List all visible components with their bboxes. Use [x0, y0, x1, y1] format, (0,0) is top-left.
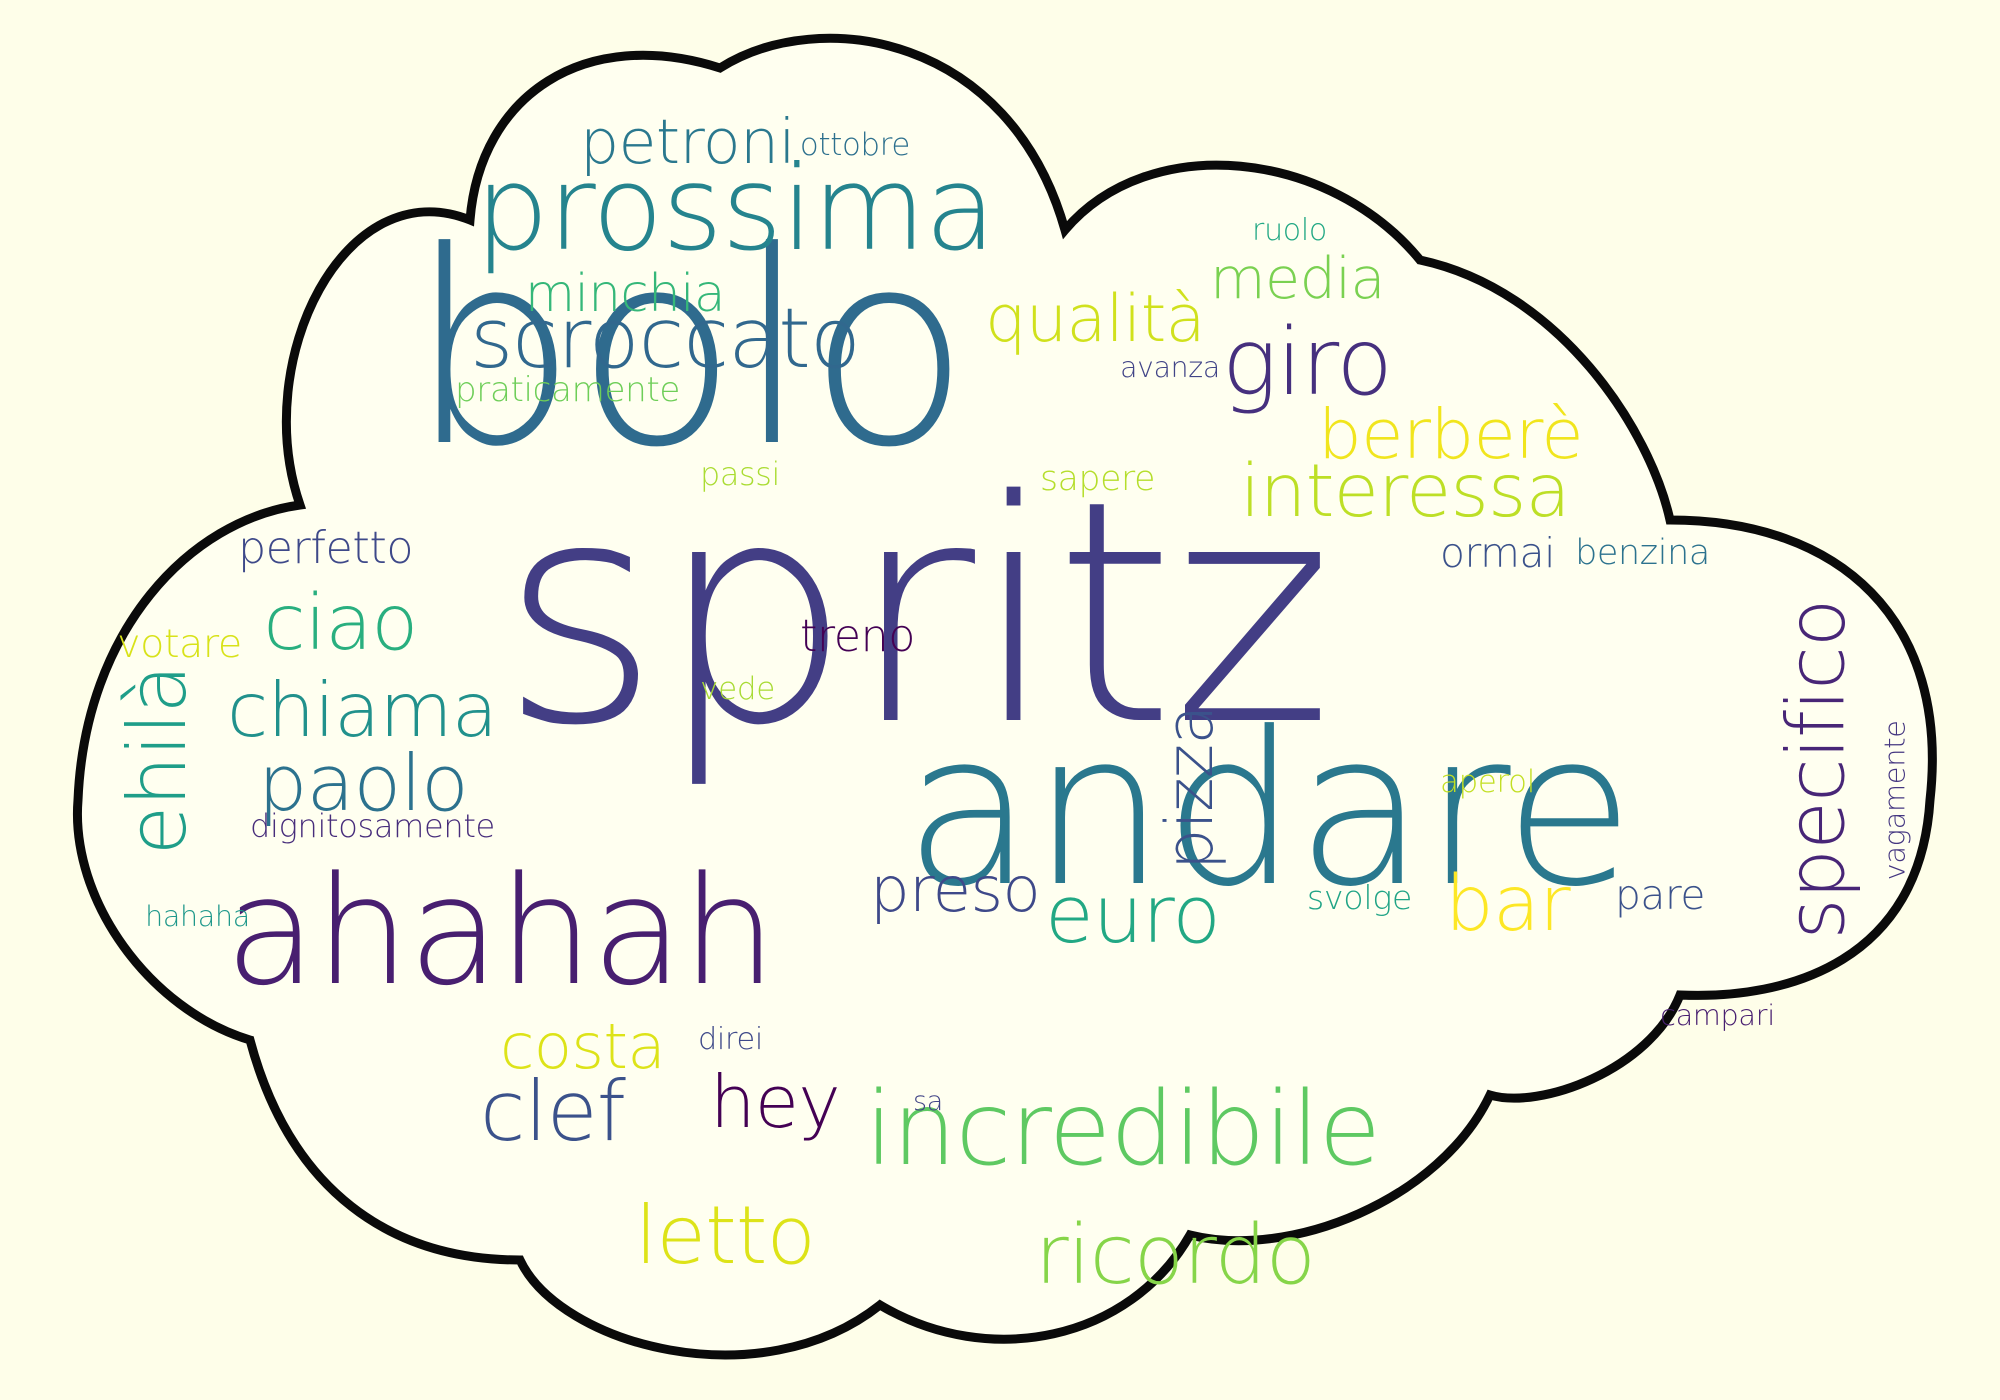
word-pare: pare [1615, 870, 1705, 919]
word-perfetto: perfetto [237, 523, 414, 575]
word-incredibile: incredibile [864, 1070, 1381, 1189]
word-ottobre: ottobre [799, 127, 911, 164]
word-ricordo: ricordo [1034, 1207, 1316, 1303]
word-svolge: svolge [1306, 878, 1413, 918]
word-passi: passi [699, 455, 781, 493]
word-praticamente: praticamente [455, 369, 680, 410]
word-clef: clef [480, 1064, 626, 1161]
word-campari: campari [1660, 997, 1775, 1032]
word-giro: giro [1222, 307, 1393, 416]
word-paolo: paolo [258, 739, 469, 830]
word-chiama: chiama [226, 665, 498, 754]
word-qualita: qualità [985, 280, 1205, 357]
word-bolo: bolo [408, 194, 971, 506]
word-euro: euro [1044, 868, 1221, 962]
word-interessa: interessa [1240, 449, 1571, 535]
word-ehila: ehilà [109, 664, 204, 856]
word-media: media [1210, 246, 1386, 313]
word-hahaha: hahaha [145, 900, 250, 934]
word-avanza: avanza [1120, 350, 1220, 384]
word-bar: bar [1445, 859, 1571, 949]
cloud-outline [72, 33, 1937, 1360]
word-pizza: pizza [1151, 705, 1228, 870]
word-benzina: benzina [1575, 532, 1710, 573]
word-preso: preso [869, 853, 1041, 927]
word-scroccato: scroccato [470, 289, 861, 387]
word-ormai: ormai [1439, 528, 1556, 577]
word-direi: direi [698, 1022, 763, 1058]
word-costa: costa [499, 1010, 666, 1084]
word-specifico: specifico [1770, 599, 1863, 941]
word-votare: votare [117, 620, 242, 667]
word-hey: hey [709, 1059, 841, 1144]
word-prossima: prossima [475, 142, 996, 278]
word-aperol: aperol [1440, 764, 1535, 801]
word-ahahah: ahahah [224, 844, 777, 1019]
word-sapere: sapere [1039, 459, 1156, 500]
word-treno: treno [799, 611, 916, 663]
word-petroni: petroni [580, 105, 796, 178]
word-vede: vede [700, 671, 775, 707]
word-spritz: spritz [500, 436, 1333, 794]
word-vagamente: vagamente [1877, 719, 1912, 881]
word-ciao: ciao [263, 579, 419, 669]
word-berbere: berberè [1318, 394, 1584, 475]
word-minchia: minchia [525, 263, 725, 324]
word-ruolo: ruolo [1252, 212, 1327, 248]
word-letto: letto [635, 1187, 816, 1282]
word-andare: andare [903, 686, 1634, 934]
word-dignitosamente: dignitosamente [250, 806, 495, 845]
word-sa: sa [913, 1085, 943, 1117]
